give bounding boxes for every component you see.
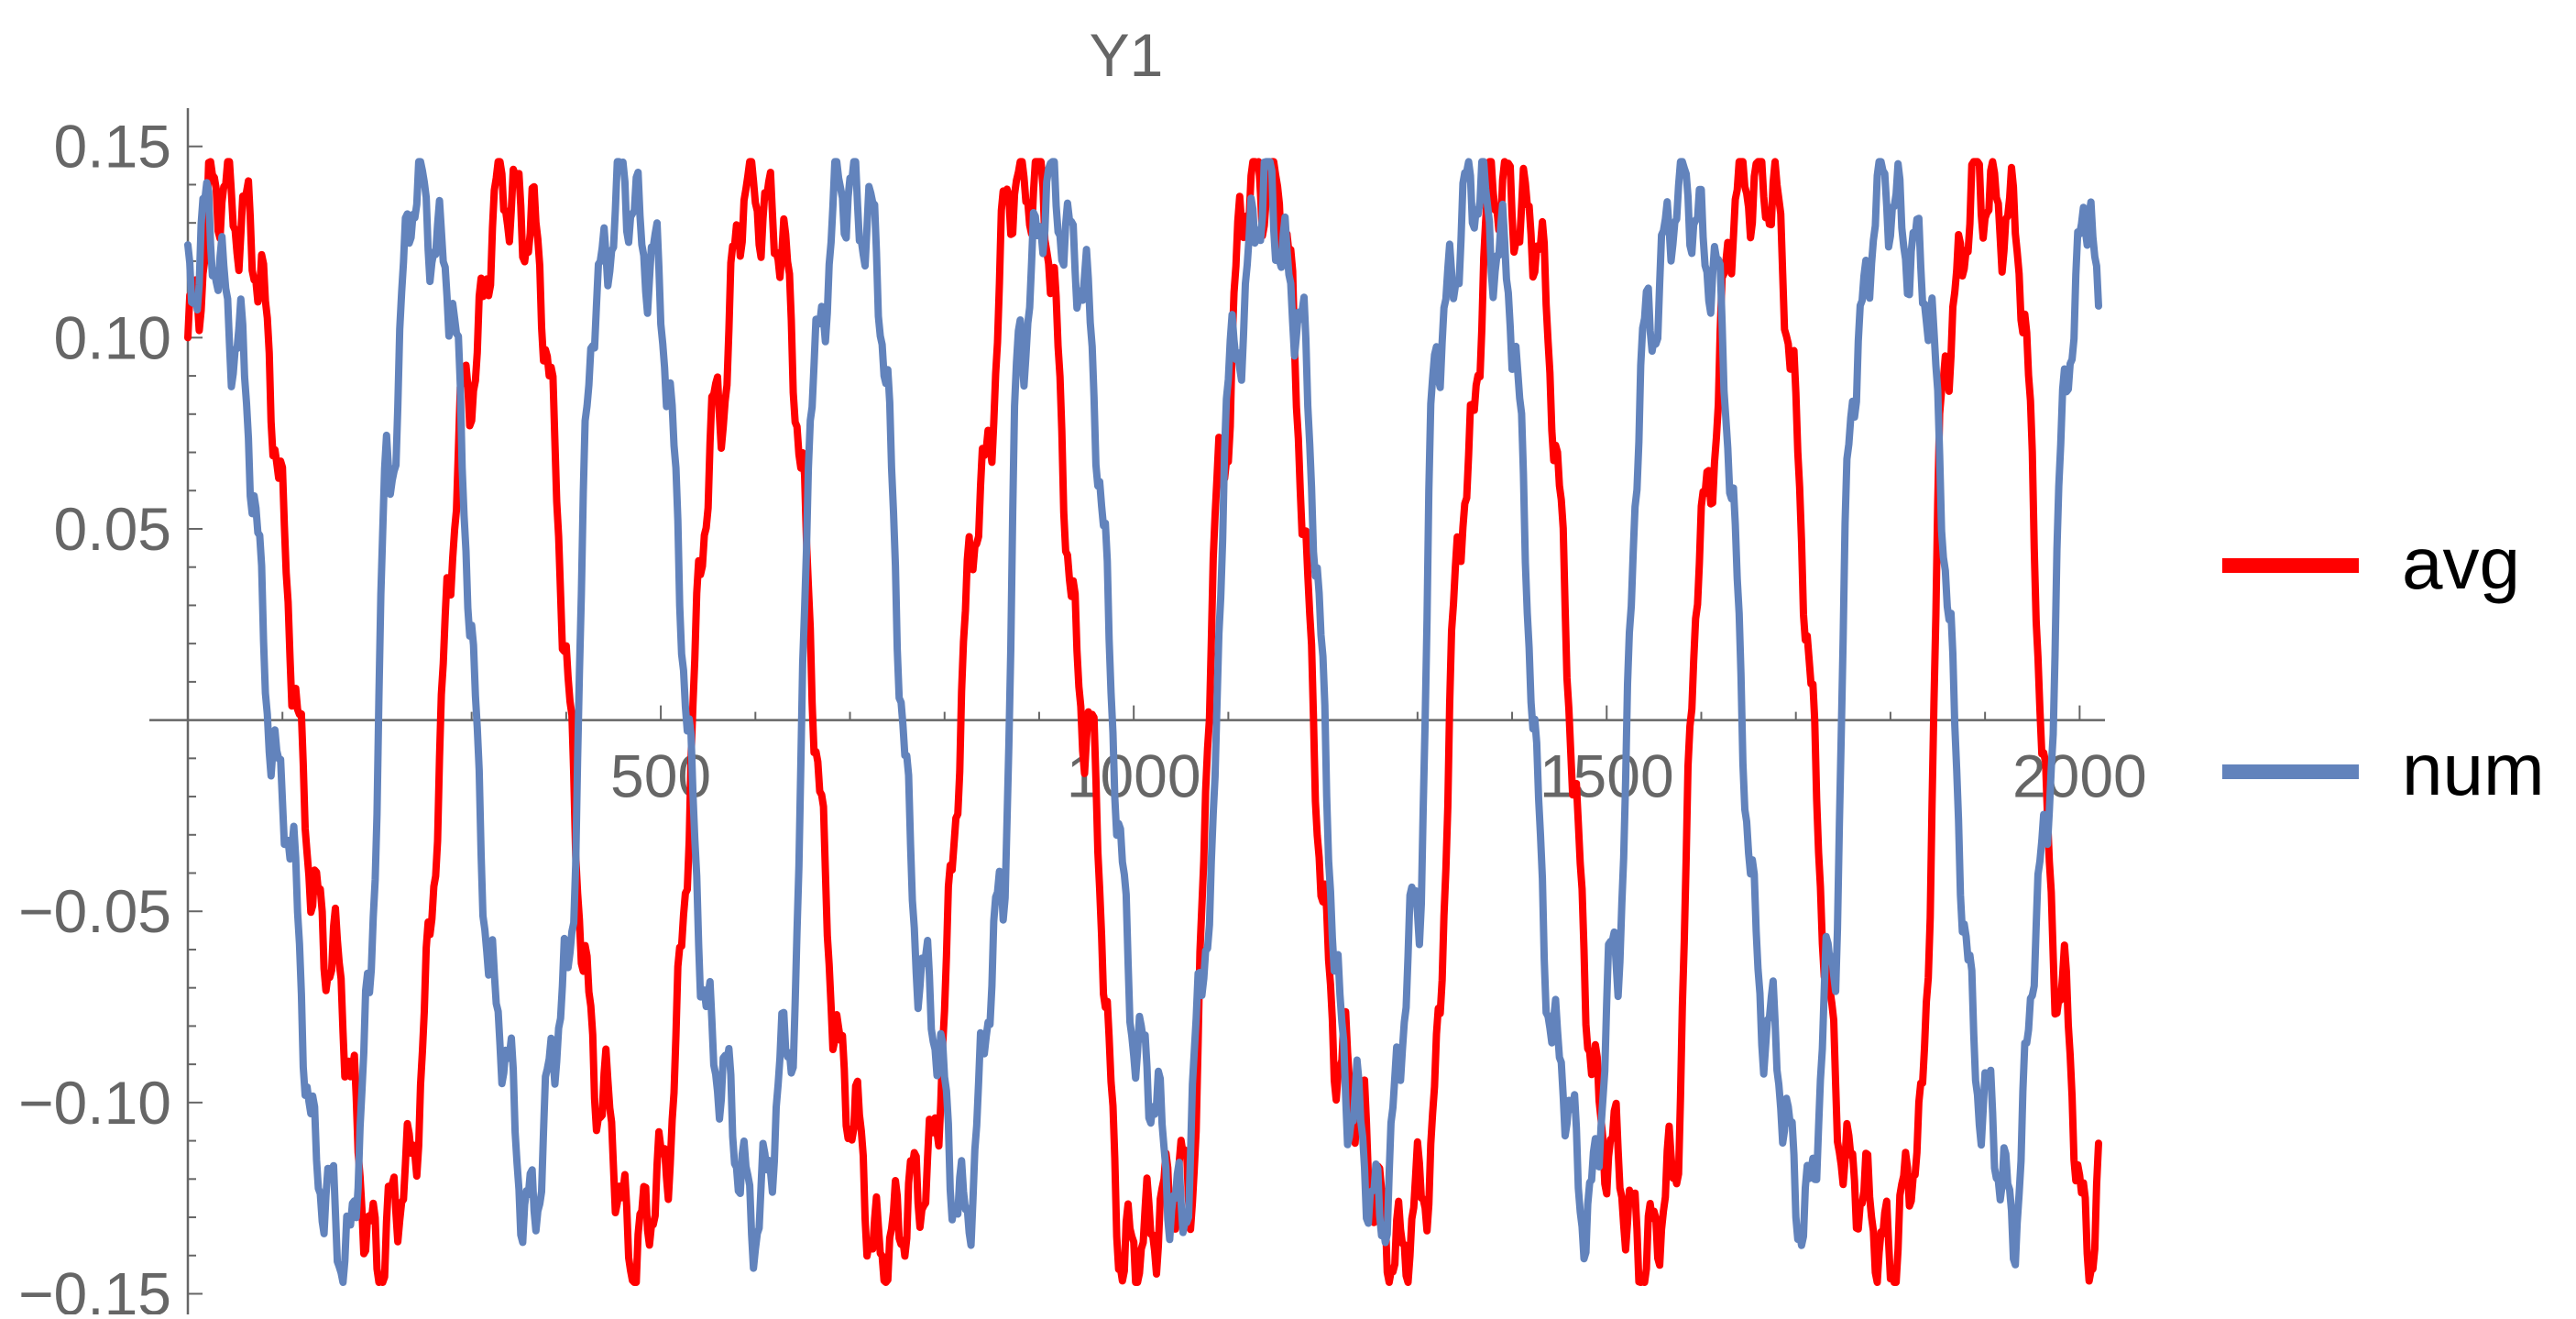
y-tick-label: −0.10 xyxy=(18,1069,171,1137)
chart-title: Y1 xyxy=(1090,21,1164,89)
x-tick-label: 2000 xyxy=(2012,742,2147,810)
y-tick-label: 0.15 xyxy=(54,113,171,181)
legend-item-num: num xyxy=(2222,729,2545,810)
legend-item-avg: avg xyxy=(2222,522,2520,604)
y-tick-label: −0.05 xyxy=(18,877,171,945)
series-line-avg xyxy=(184,158,2102,1286)
x-axis: 500 1000 1500 2000 xyxy=(149,705,2147,810)
y-tick-label: 0.10 xyxy=(54,303,171,371)
legend-label: avg xyxy=(2402,522,2520,604)
plot-lines xyxy=(184,158,2102,1286)
y-tick-label: −0.15 xyxy=(18,1259,171,1314)
y-tick-label: 0.05 xyxy=(54,495,171,563)
legend-label: num xyxy=(2402,729,2545,810)
legend: avg num xyxy=(2222,522,2545,810)
x-tick-label: 1500 xyxy=(1540,742,1674,810)
y-axis: 0.15 0.10 0.05 −0.05 −0.10 −0.15 xyxy=(18,108,203,1319)
series-line-num xyxy=(184,158,2102,1286)
